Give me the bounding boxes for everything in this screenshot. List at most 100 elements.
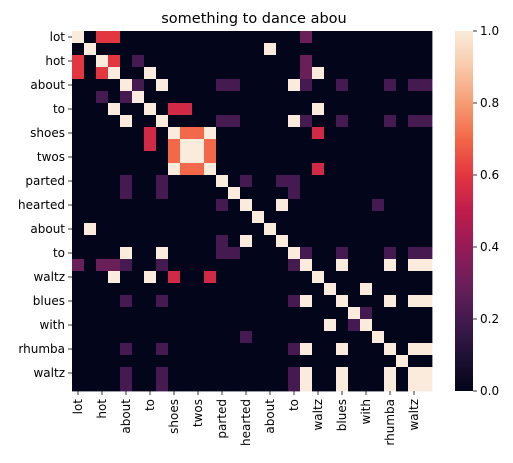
heatmap-cell	[120, 91, 133, 104]
heatmap-cell	[204, 139, 217, 152]
heatmap-cell	[336, 223, 349, 236]
heatmap-cell	[84, 331, 97, 344]
heatmap-cell	[408, 31, 421, 44]
heatmap-cell	[96, 151, 109, 164]
heatmap-cell	[192, 355, 205, 368]
heatmap-cell	[144, 343, 157, 356]
heatmap-cell	[180, 223, 193, 236]
heatmap-cell	[120, 115, 133, 128]
heatmap-cell	[156, 187, 169, 200]
heatmap-cell	[204, 199, 217, 212]
heatmap-cell	[108, 43, 121, 56]
heatmap-cell	[288, 199, 301, 212]
heatmap-cell	[300, 235, 313, 248]
heatmap-cell	[384, 55, 397, 68]
heatmap-cell	[288, 175, 301, 188]
heatmap-cell	[276, 151, 289, 164]
heatmap-cell	[264, 43, 277, 56]
heatmap-cell	[180, 67, 193, 80]
heatmap-cell	[348, 235, 361, 248]
heatmap-cell	[108, 223, 121, 236]
heatmap-cell	[228, 307, 241, 320]
heatmap-cell	[384, 295, 397, 308]
heatmap-cell	[120, 103, 133, 116]
heatmap-cell	[264, 235, 277, 248]
heatmap-cell	[168, 307, 181, 320]
heatmap-cell	[228, 43, 241, 56]
heatmap-cell	[348, 79, 361, 92]
heatmap-cell	[384, 115, 397, 128]
heatmap-cell	[228, 271, 241, 284]
heatmap-cell	[336, 163, 349, 176]
heatmap-cell	[312, 187, 325, 200]
heatmap-cell	[252, 343, 265, 356]
heatmap-cell	[408, 55, 421, 68]
heatmap-cell	[132, 91, 145, 104]
heatmap-cell	[240, 235, 253, 248]
heatmap-cell	[180, 367, 193, 380]
heatmap-cell	[252, 295, 265, 308]
heatmap-cell	[96, 367, 109, 380]
heatmap-cell	[204, 331, 217, 344]
heatmap-cell	[228, 247, 241, 260]
heatmap-cell	[360, 247, 373, 260]
heatmap-cell	[408, 115, 421, 128]
heatmap-cell	[108, 235, 121, 248]
heatmap-cell	[252, 55, 265, 68]
heatmap-cell	[264, 115, 277, 128]
heatmap-cell	[120, 283, 133, 296]
heatmap-cell	[72, 199, 85, 212]
heatmap-cell	[324, 319, 337, 332]
heatmap-cell	[168, 283, 181, 296]
heatmap-cell	[84, 91, 97, 104]
heatmap-cell	[408, 127, 421, 140]
heatmap-cell	[144, 199, 157, 212]
heatmap-cell	[312, 55, 325, 68]
heatmap-cell	[108, 343, 121, 356]
heatmap-cell	[132, 367, 145, 380]
heatmap-cell	[264, 139, 277, 152]
heatmap-cell	[168, 67, 181, 80]
heatmap-cell	[252, 247, 265, 260]
heatmap-cell	[372, 55, 385, 68]
heatmap-cell	[192, 151, 205, 164]
heatmap-cell	[276, 271, 289, 284]
heatmap-cell	[276, 211, 289, 224]
heatmap-cell	[156, 295, 169, 308]
heatmap-cell	[216, 31, 229, 44]
heatmap-cell	[372, 31, 385, 44]
heatmap-cell	[180, 247, 193, 260]
heatmap-cell	[144, 79, 157, 92]
heatmap-cell	[108, 187, 121, 200]
heatmap-cell	[384, 235, 397, 248]
heatmap-cell	[192, 295, 205, 308]
heatmap-cell	[72, 31, 85, 44]
heatmap-cell	[96, 235, 109, 248]
heatmap-cell	[144, 55, 157, 68]
heatmap-cell	[228, 115, 241, 128]
heatmap-cell	[132, 271, 145, 284]
heatmap-cell	[228, 67, 241, 80]
heatmap-cell	[252, 283, 265, 296]
heatmap-cell	[348, 115, 361, 128]
heatmap-cell	[240, 295, 253, 308]
heatmap-cell	[168, 367, 181, 380]
heatmap-cell	[348, 247, 361, 260]
heatmap-cell	[336, 67, 349, 80]
heatmap-cell	[156, 199, 169, 212]
heatmap-cell	[168, 79, 181, 92]
heatmap-cell	[84, 223, 97, 236]
heatmap-cell	[396, 331, 409, 344]
heatmap-cell	[384, 199, 397, 212]
heatmap-cell	[348, 307, 361, 320]
heatmap-cell	[120, 67, 133, 80]
heatmap-cell	[276, 67, 289, 80]
heatmap-cell	[348, 151, 361, 164]
heatmap-cell	[372, 67, 385, 80]
heatmap-cell	[156, 367, 169, 380]
heatmap-cell	[252, 271, 265, 284]
heatmap-cell	[204, 67, 217, 80]
heatmap-cell	[132, 343, 145, 356]
heatmap-cell	[132, 199, 145, 212]
heatmap-cell	[132, 31, 145, 44]
